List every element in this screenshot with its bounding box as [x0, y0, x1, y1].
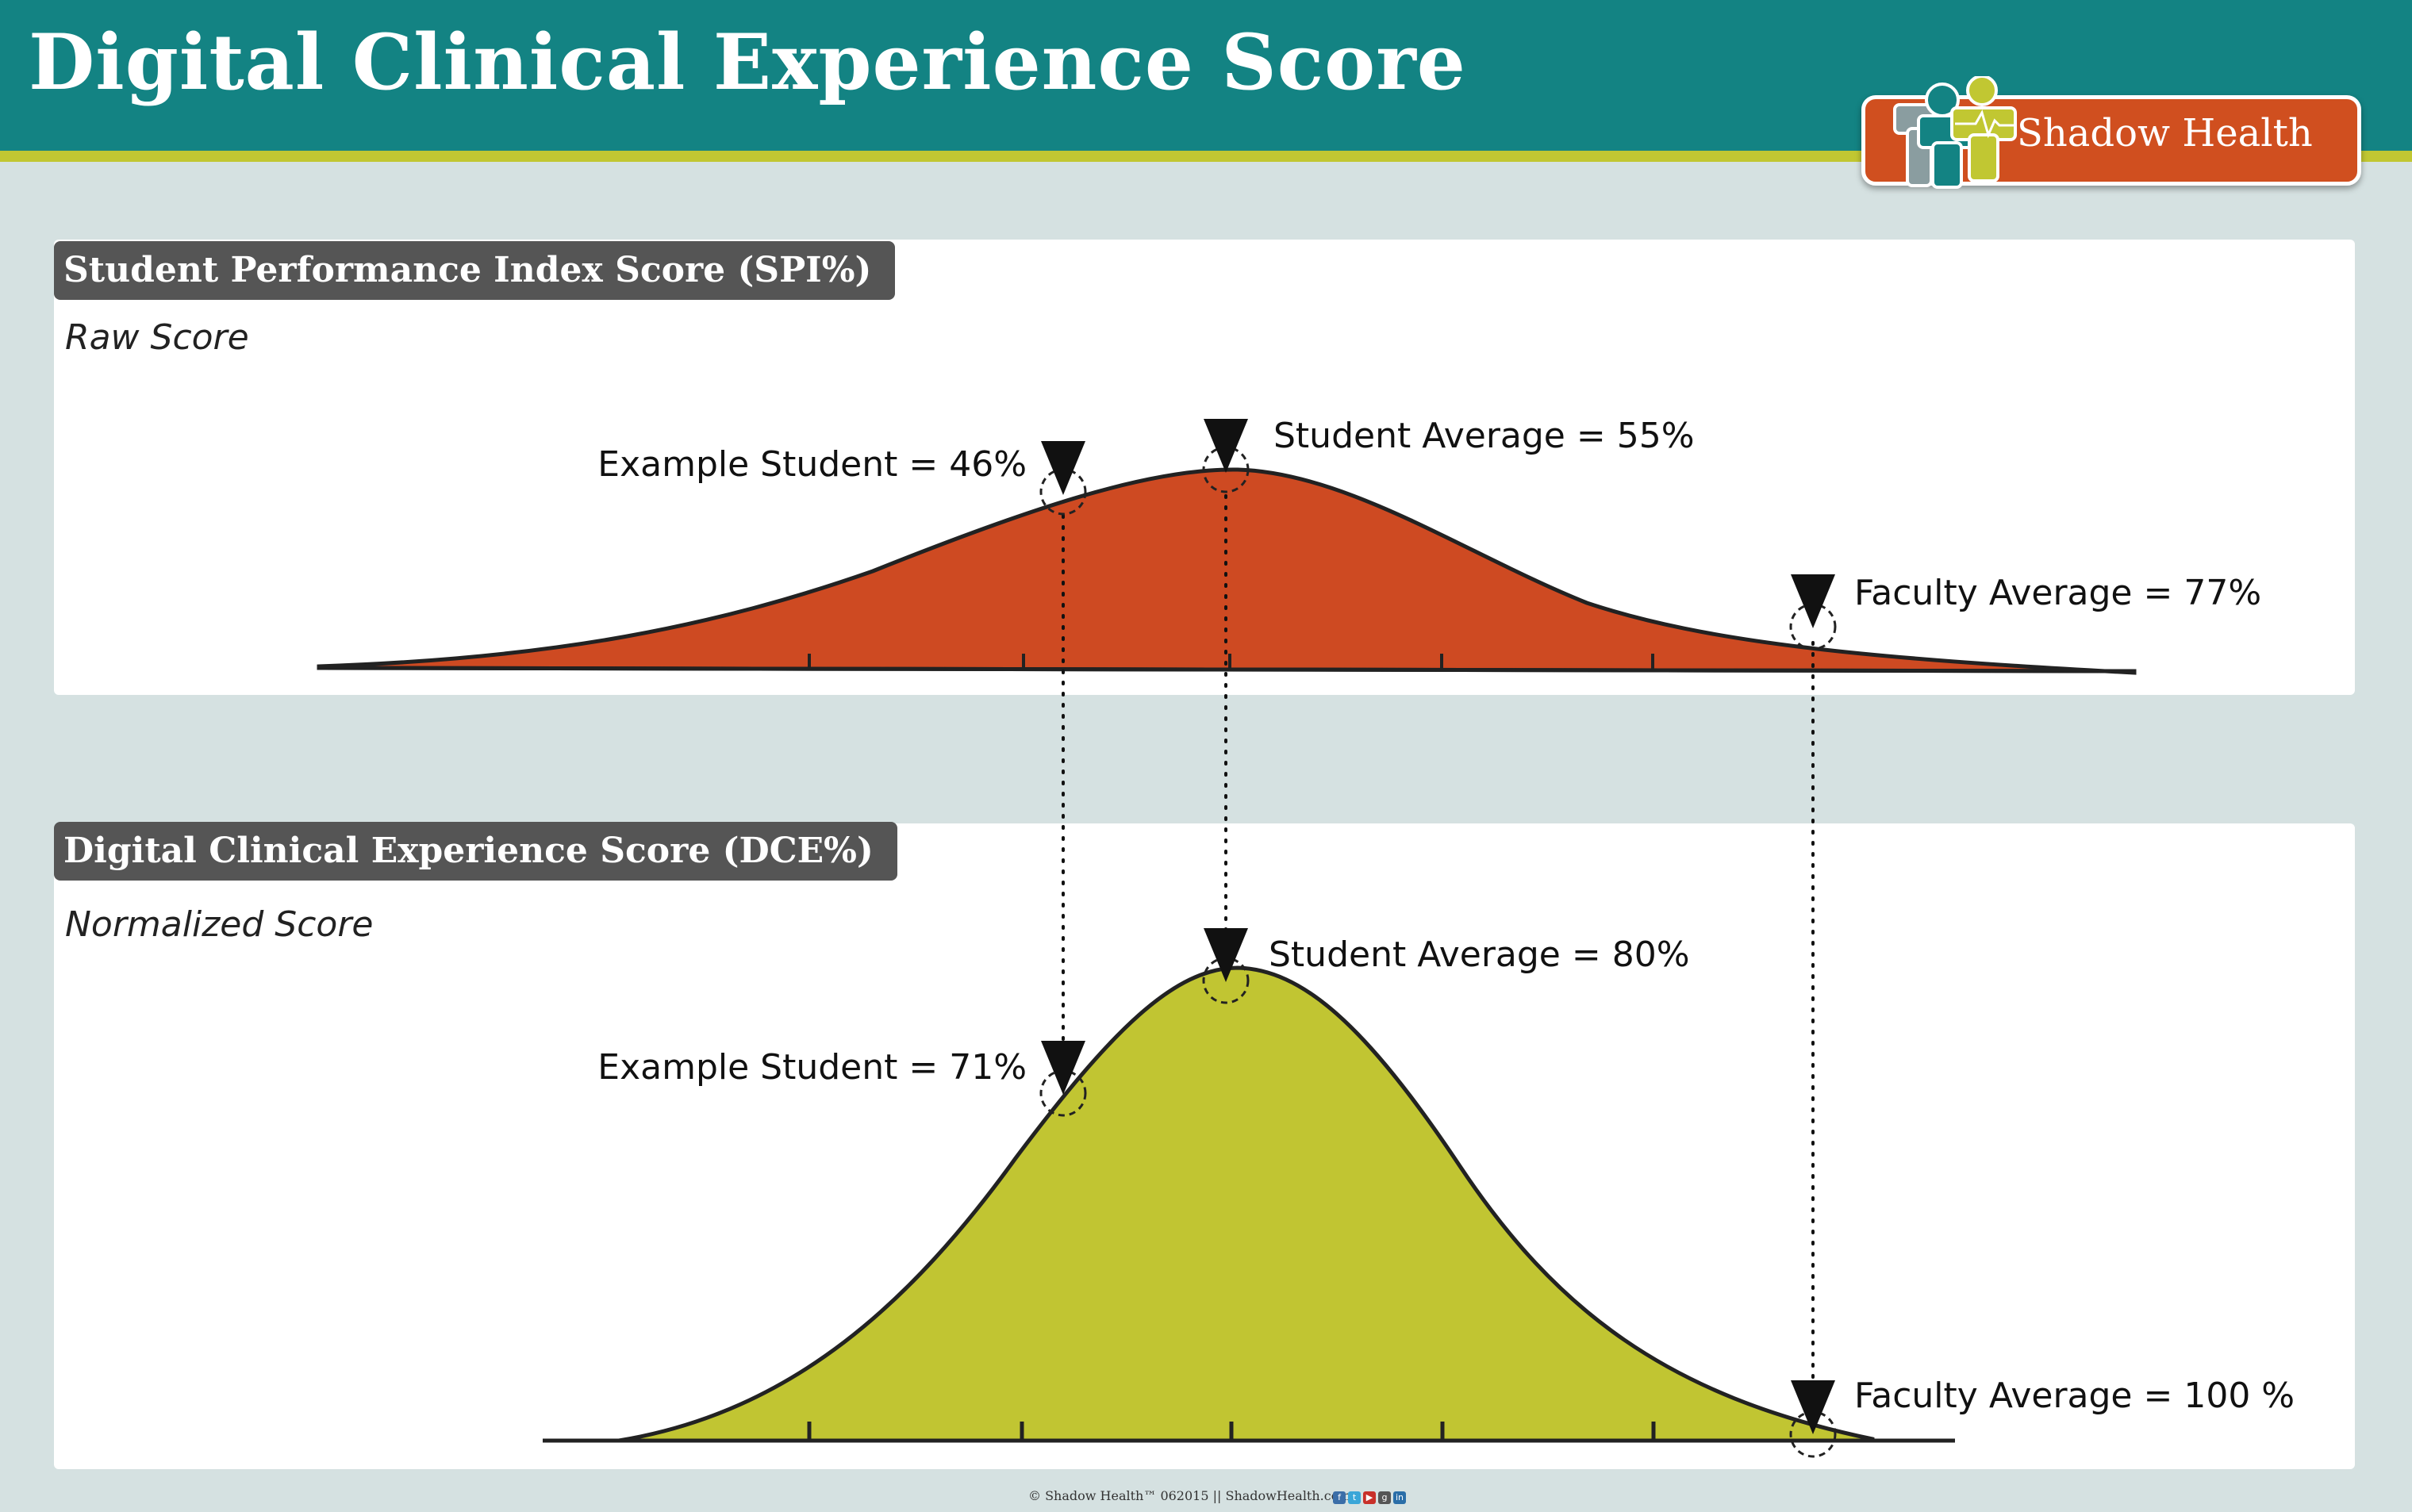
- logo-text: Shadow Health: [2017, 111, 2313, 155]
- spi-baseline: [318, 666, 2135, 673]
- dce-subtitle: Normalized Score: [65, 904, 374, 945]
- dce-axis-ticks: [807, 1422, 1656, 1441]
- spi-subtitle: Raw Score: [65, 317, 249, 358]
- dce-panel-tab: Digital Clinical Experience Score (DCE%): [54, 822, 897, 881]
- twitter-icon[interactable]: t: [1348, 1491, 1361, 1504]
- dce-example-student-label: Example Student = 71%: [597, 1047, 1027, 1088]
- dce-faculty-average-arrow: [1791, 1380, 1835, 1434]
- dce-student-average-label: Student Average = 80%: [1269, 934, 1690, 975]
- spi-axis-ticks: [808, 654, 1654, 670]
- social-icons: f t ▶ g in: [1333, 1488, 1408, 1504]
- marker-arrows: [1041, 419, 1835, 1434]
- facebook-icon[interactable]: f: [1333, 1491, 1346, 1504]
- footer-copyright: © Shadow Health™ 062015 || ShadowHealth.…: [1028, 1488, 1351, 1503]
- linkedin-icon[interactable]: in: [1393, 1491, 1406, 1504]
- youtube-icon[interactable]: ▶: [1363, 1491, 1376, 1504]
- dce-student-average-arrow: [1204, 928, 1248, 982]
- spi-student-average-label: Student Average = 55%: [1273, 416, 1695, 456]
- spi-faculty-average-label: Faculty Average = 77%: [1854, 573, 2261, 613]
- page-title: Digital Clinical Experience Score: [29, 17, 1466, 107]
- spi-distribution-curve: [317, 467, 2137, 675]
- spi-faculty-average-arrow: [1791, 574, 1835, 628]
- dce-distribution-curve: [618, 965, 1875, 1443]
- header-stripe: [0, 151, 2412, 162]
- shadow-health-logo: Shadow Health: [1849, 76, 2361, 194]
- spi-example-student-arrow: [1041, 441, 1085, 495]
- googleplus-icon[interactable]: g: [1378, 1491, 1391, 1504]
- dce-example-student-arrow: [1041, 1041, 1085, 1095]
- dce-faculty-average-label: Faculty Average = 100 %: [1854, 1376, 2295, 1416]
- logo-figure-icon: [1893, 76, 2017, 189]
- spi-panel-tab: Student Performance Index Score (SPI%): [54, 241, 896, 300]
- spi-example-student-label: Example Student = 46%: [597, 444, 1027, 485]
- connector-lines: [1062, 494, 1815, 1406]
- spi-student-average-arrow: [1204, 419, 1248, 473]
